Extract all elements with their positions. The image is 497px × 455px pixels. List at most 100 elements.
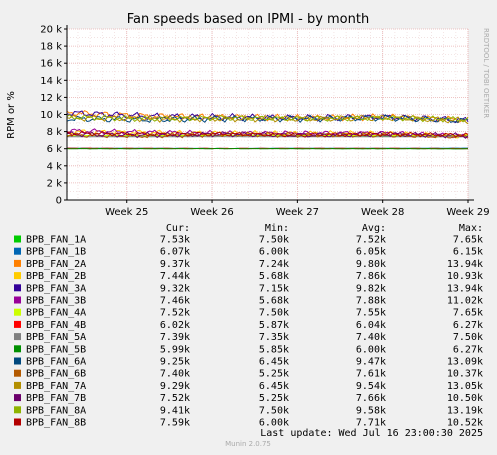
legend-row: BPB_FAN_4B 6.02k 5.87k 6.04k 6.27k xyxy=(14,320,483,331)
legend-max-value: 10.52k xyxy=(447,418,483,429)
chart-title: Fan speeds based on IPMI - by month xyxy=(127,12,369,27)
legend-swatch xyxy=(14,369,21,377)
legend-avg-value: 6.00k xyxy=(356,344,386,355)
legend-row: BPB_FAN_1B 6.07k 6.00k 6.05k 6.15k xyxy=(14,247,483,258)
legend-series-name: BPB_FAN_6B xyxy=(26,369,86,380)
legend-cur-value: 7.39k xyxy=(160,332,190,343)
legend-avg-value: 6.05k xyxy=(356,247,386,258)
legend-swatch xyxy=(14,381,21,389)
legend-swatch xyxy=(14,272,21,280)
y-tick-label: 14 k xyxy=(40,76,62,87)
legend-row: BPB_FAN_3A 9.32k 7.15k 9.82k 13.94k xyxy=(14,283,483,294)
legend-swatch xyxy=(14,406,21,414)
legend-max-value: 10.37k xyxy=(447,369,483,380)
series-line-bpb-fan-8b xyxy=(66,130,469,138)
legend-max-value: 10.50k xyxy=(447,393,483,404)
legend-min-value: 6.45k xyxy=(259,381,289,392)
y-tick-label: 4 k xyxy=(47,161,63,172)
y-tick-label: 8 k xyxy=(47,127,63,138)
legend-min-value: 6.45k xyxy=(259,357,289,368)
legend-min-value: 7.50k xyxy=(259,235,289,246)
legend-avg-value: 6.04k xyxy=(356,320,386,331)
legend-row: BPB_FAN_8A 9.41k 7.50k 9.58k 13.19k xyxy=(14,405,483,416)
legend-swatch xyxy=(14,418,21,426)
legend-row: BPB_FAN_6A 9.25k 6.45k 9.47k 13.09k xyxy=(14,357,483,368)
legend-max-value: 7.65k xyxy=(453,308,483,319)
x-tick-label: Week 26 xyxy=(190,207,233,218)
y-tick-label: 16 k xyxy=(40,59,62,70)
legend-max-value: 6.27k xyxy=(453,320,483,331)
legend-swatch xyxy=(14,394,21,402)
legend-max-value: 7.65k xyxy=(453,235,483,246)
legend-row: BPB_FAN_5A 7.39k 7.35k 7.40k 7.50k xyxy=(14,332,483,343)
series-line-bpb-fan-7b xyxy=(66,131,469,139)
legend-swatch xyxy=(14,320,21,328)
legend-min-value: 5.68k xyxy=(259,296,289,307)
legend-series-name: BPB_FAN_5A xyxy=(26,332,86,343)
legend-header-cur: Cur: xyxy=(166,223,190,234)
legend-series-name: BPB_FAN_1B xyxy=(26,247,86,258)
legend-cur-value: 9.25k xyxy=(160,357,190,368)
last-update-text: Last update: Wed Jul 16 23:00:30 2025 xyxy=(260,428,483,439)
legend-max-value: 13.09k xyxy=(447,357,483,368)
legend-max-value: 7.50k xyxy=(453,332,483,343)
legend-swatch xyxy=(14,247,21,255)
legend-series-name: BPB_FAN_2B xyxy=(26,271,86,282)
legend-min-value: 7.35k xyxy=(259,332,289,343)
legend-series-name: BPB_FAN_3B xyxy=(26,296,86,307)
legend-min-value: 7.24k xyxy=(259,259,289,270)
legend-swatch xyxy=(14,308,21,316)
legend-cur-value: 7.40k xyxy=(160,369,190,380)
legend-row: BPB_FAN_2A 9.37k 7.24k 9.80k 13.94k xyxy=(14,259,483,270)
legend-series-name: BPB_FAN_7A xyxy=(26,381,86,392)
legend-cur-value: 7.52k xyxy=(160,393,190,404)
legend-row: BPB_FAN_6B 7.40k 5.25k 7.61k 10.37k xyxy=(14,369,483,380)
legend-header-min: Min: xyxy=(265,223,289,234)
legend-row: BPB_FAN_8B 7.59k 6.00k 7.71k 10.52k xyxy=(14,418,483,429)
munin-version: Munin 2.0.75 xyxy=(225,440,271,448)
legend-swatch xyxy=(14,357,21,365)
legend-avg-value: 9.58k xyxy=(356,405,386,416)
legend-min-value: 5.25k xyxy=(259,369,289,380)
series-line-bpb-fan-8a xyxy=(66,114,469,123)
legend-cur-value: 6.02k xyxy=(160,320,190,331)
legend-cur-value: 7.59k xyxy=(160,418,190,429)
legend-header-max: Max: xyxy=(459,223,483,234)
series-line-bpb-fan-3a xyxy=(66,110,469,124)
legend-avg-value: 7.55k xyxy=(356,308,386,319)
legend-series-name: BPB_FAN_2A xyxy=(26,259,86,270)
legend-cur-value: 5.99k xyxy=(160,344,190,355)
legend-avg-value: 7.88k xyxy=(356,296,386,307)
y-axis-label: RPM or % xyxy=(6,91,17,139)
y-tick-label: 18 k xyxy=(40,42,62,53)
legend-avg-value: 7.61k xyxy=(356,369,386,380)
legend-avg-value: 7.86k xyxy=(356,271,386,282)
legend-min-value: 7.50k xyxy=(259,308,289,319)
legend-max-value: 13.05k xyxy=(447,381,483,392)
legend-swatch xyxy=(14,284,21,292)
legend-cur-value: 6.07k xyxy=(160,247,190,258)
legend-row: BPB_FAN_7A 9.29k 6.45k 9.54k 13.05k xyxy=(14,381,483,392)
legend-cur-value: 9.37k xyxy=(160,259,190,270)
legend-avg-value: 7.66k xyxy=(356,393,386,404)
series-lines xyxy=(66,110,469,150)
legend-series-name: BPB_FAN_6A xyxy=(26,357,86,368)
legend-max-value: 10.93k xyxy=(447,271,483,282)
legend-avg-value: 7.71k xyxy=(356,418,386,429)
legend-series-name: BPB_FAN_8B xyxy=(26,418,86,429)
legend-min-value: 5.68k xyxy=(259,271,289,282)
legend-cur-value: 9.32k xyxy=(160,283,190,294)
y-tick-label: 6 k xyxy=(47,144,63,155)
y-tick-label: 2 k xyxy=(47,178,63,189)
x-tick-label: Week 28 xyxy=(361,207,404,218)
legend-row: BPB_FAN_7B 7.52k 5.25k 7.66k 10.50k xyxy=(14,393,483,404)
x-tick-label: Week 25 xyxy=(105,207,148,218)
legend-series-name: BPB_FAN_7B xyxy=(26,393,86,404)
legend-min-value: 5.25k xyxy=(259,393,289,404)
legend-row: BPB_FAN_4A 7.52k 7.50k 7.55k 7.65k xyxy=(14,308,483,319)
legend-min-value: 5.85k xyxy=(259,344,289,355)
series-line-bpb-fan-6a xyxy=(66,114,469,123)
legend-swatch xyxy=(14,235,21,243)
legend-max-value: 13.94k xyxy=(447,283,483,294)
